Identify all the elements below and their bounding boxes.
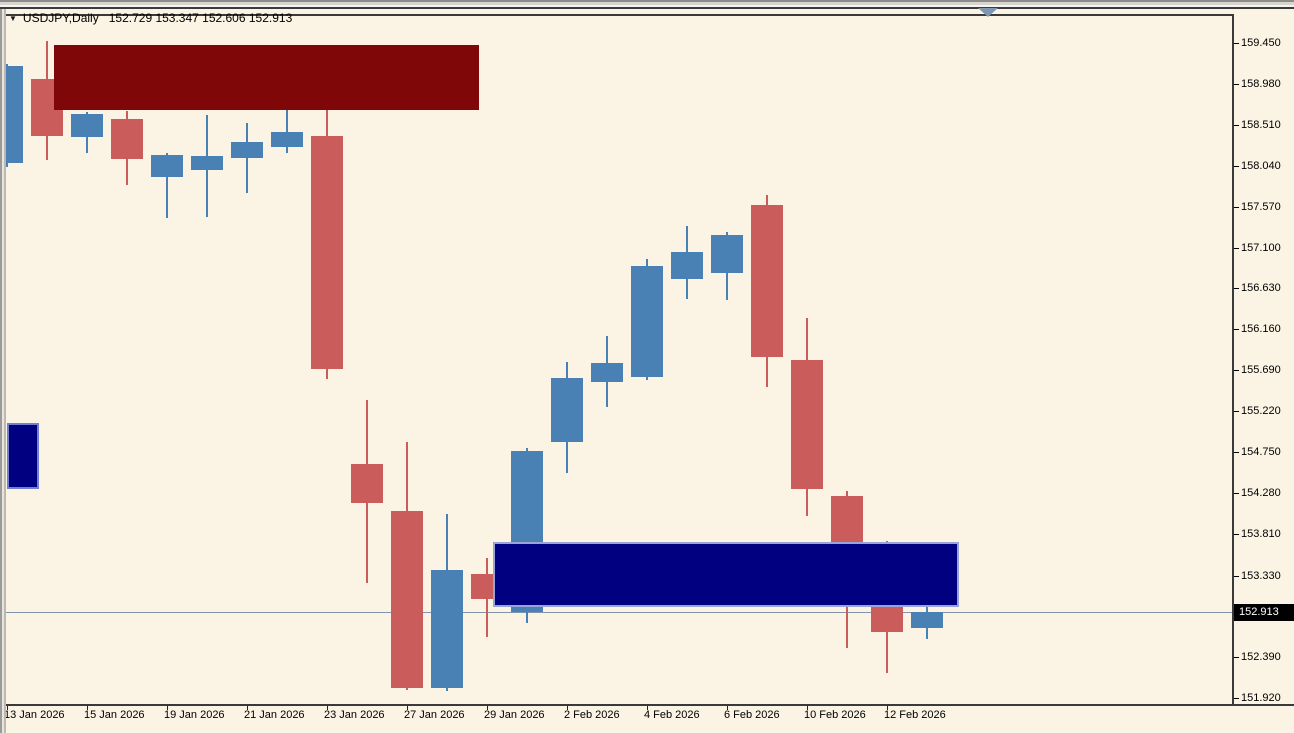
- price-axis-label: 154.280: [1241, 486, 1281, 499]
- candle-bull: [71, 114, 103, 137]
- price-axis-tick: [1234, 452, 1239, 454]
- date-axis-tick: [327, 706, 328, 710]
- price-axis-tick: [1234, 124, 1239, 126]
- date-axis-tick: [407, 706, 408, 710]
- date-axis-tick: [807, 706, 808, 710]
- price-axis-label: 153.810: [1241, 527, 1281, 540]
- price-axis-label: 153.330: [1241, 569, 1281, 582]
- chart-title-collapse-icon[interactable]: ▼: [9, 13, 17, 23]
- date-axis-tick: [567, 706, 568, 710]
- plot-frame-right: [1232, 14, 1234, 706]
- chart-symbol-period: USDJPY,Daily: [22, 11, 99, 25]
- date-axis-label: 10 Feb 2026: [804, 709, 866, 721]
- bid-price-line: [6, 611, 1232, 613]
- date-axis-tick: [247, 706, 248, 710]
- plot-frame-top: [6, 14, 1234, 16]
- date-axis-label: 2 Feb 2026: [564, 709, 620, 721]
- date-axis-label: 19 Jan 2026: [164, 709, 225, 721]
- candle-bear: [111, 118, 143, 159]
- candle-bull: [231, 142, 263, 158]
- candle-bear: [751, 204, 783, 358]
- price-axis-tick: [1234, 288, 1239, 290]
- price-axis-label: 155.690: [1241, 364, 1281, 377]
- date-axis-label: 27 Jan 2026: [404, 709, 465, 721]
- candle-wick: [166, 152, 168, 218]
- candle-bull: [671, 251, 703, 279]
- candle-bear: [351, 464, 383, 504]
- date-axis-tick: [487, 706, 488, 710]
- candle-bull: [191, 156, 223, 171]
- date-axis-tick: [887, 706, 888, 710]
- price-axis-tick: [1234, 657, 1239, 659]
- candle-bull: [271, 131, 303, 148]
- candle-wick: [246, 123, 248, 193]
- price-axis-tick: [1234, 206, 1239, 208]
- demand-zone-rectangle[interactable]: [493, 541, 959, 607]
- date-axis-tick: [727, 706, 728, 710]
- candle-bear: [791, 359, 823, 489]
- price-axis-tick: [1234, 165, 1239, 167]
- date-axis-label: 15 Jan 2026: [84, 709, 145, 721]
- price-axis-label: 158.040: [1241, 159, 1281, 172]
- price-axis-tick: [1234, 329, 1239, 331]
- date-axis-label: 23 Jan 2026: [324, 709, 385, 721]
- price-axis-label: 158.980: [1241, 77, 1281, 90]
- current-price-badge: 152.913: [1234, 603, 1294, 621]
- price-axis-label: 156.160: [1241, 323, 1281, 336]
- candle-bull: [631, 265, 663, 378]
- date-axis-label: 21 Jan 2026: [244, 709, 305, 721]
- price-axis-tick: [1234, 370, 1239, 372]
- price-axis-label: 157.570: [1241, 200, 1281, 213]
- price-axis-tick: [1234, 411, 1239, 413]
- chart-title: ▼ USDJPY,Daily 152.729 153.347 152.606 1…: [9, 11, 292, 25]
- date-axis-tick: [167, 706, 168, 710]
- price-axis-label: 152.390: [1241, 651, 1281, 664]
- price-axis-label: 154.750: [1241, 446, 1281, 459]
- price-axis-tick: [1234, 43, 1239, 44]
- price-axis-label: 155.220: [1241, 405, 1281, 418]
- price-axis-label: 159.450: [1241, 37, 1281, 49]
- candle-bear: [391, 511, 423, 688]
- candle-bull: [591, 363, 623, 382]
- price-axis-tick: [1234, 492, 1239, 494]
- date-axis-label: 4 Feb 2026: [644, 709, 700, 721]
- price-axis-tick: [1234, 533, 1239, 535]
- date-axis-tick: [647, 706, 648, 710]
- candle-wick: [286, 109, 288, 153]
- candle-bull: [431, 569, 463, 688]
- window-left-edge: [0, 9, 6, 733]
- chart-ohlc-readout: 152.729 153.347 152.606 152.913: [108, 11, 293, 25]
- price-axis-label: 156.630: [1241, 282, 1281, 295]
- candle-bull: [151, 155, 183, 178]
- price-axis-tick: [1234, 83, 1239, 85]
- candle-bull: [711, 235, 743, 273]
- price-axis-label: 157.100: [1241, 241, 1281, 254]
- demand-zone-left-rectangle[interactable]: [7, 423, 39, 490]
- candle-bull: [911, 611, 943, 628]
- chart-shift-marker-icon[interactable]: [978, 8, 998, 17]
- candle-bear: [311, 136, 343, 370]
- supply-zone-rectangle[interactable]: [54, 44, 479, 110]
- price-axis-tick: [1234, 247, 1239, 249]
- candle-bull: [551, 378, 583, 443]
- date-axis-tick: [7, 706, 8, 710]
- plot-frame-bottom: [0, 704, 1294, 706]
- date-axis-label: 13 Jan 2026: [4, 709, 65, 721]
- price-axis-label: 158.510: [1241, 118, 1281, 131]
- price-axis-label: 151.920: [1241, 692, 1281, 705]
- date-axis-label: 6 Feb 2026: [724, 709, 780, 721]
- date-axis-label: 12 Feb 2026: [884, 709, 946, 721]
- date-axis-tick: [87, 706, 88, 710]
- date-axis-label: 29 Jan 2026: [484, 709, 545, 721]
- price-axis-tick: [1234, 575, 1239, 577]
- price-axis-tick: [1234, 698, 1239, 700]
- window-top-edge: [0, 0, 1294, 9]
